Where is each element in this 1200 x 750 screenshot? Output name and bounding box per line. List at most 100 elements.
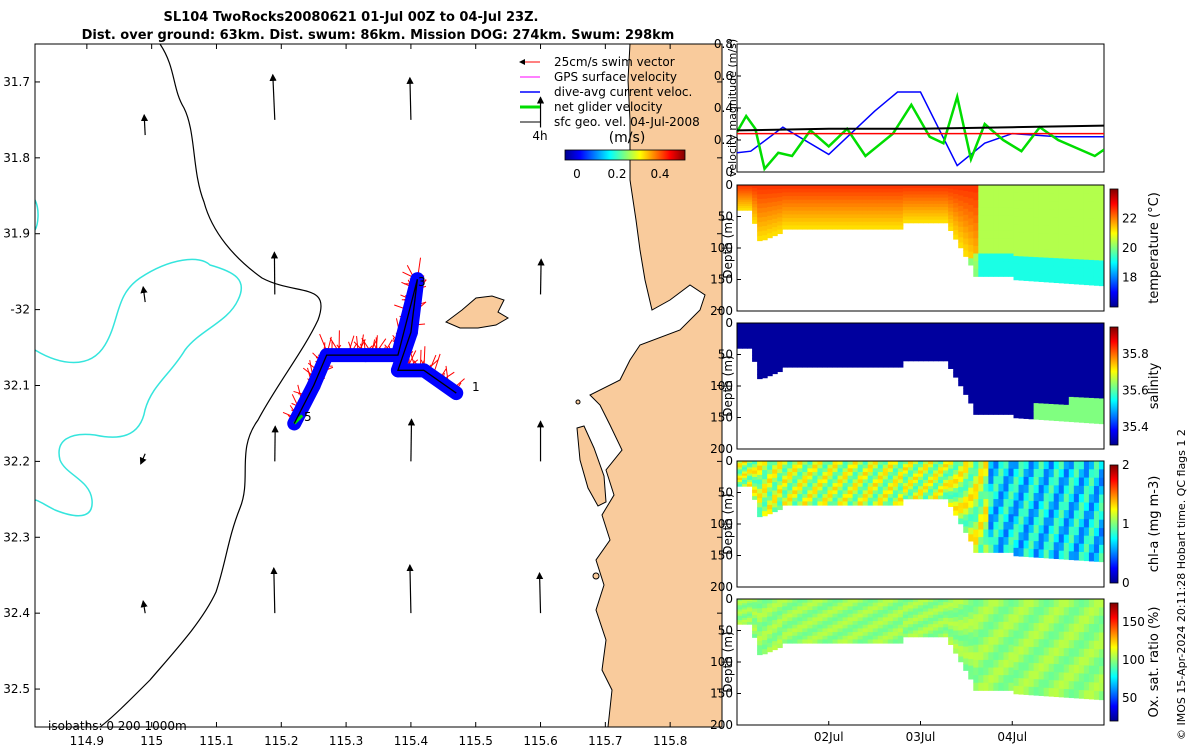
- profile-cell: [993, 544, 999, 553]
- profile-cell: [832, 203, 839, 208]
- profile-cell: [1033, 549, 1040, 558]
- profile-cell: [1073, 648, 1080, 658]
- profile-cell: [917, 470, 924, 475]
- profile-cell: [877, 330, 884, 335]
- profile-cell: [928, 332, 934, 337]
- profile-cell: [1043, 655, 1050, 665]
- profile-cell: [742, 327, 748, 330]
- profile-cell: [948, 357, 954, 362]
- profile-cell: [1083, 414, 1090, 424]
- profile-cell: [923, 357, 929, 362]
- profile-cell: [1053, 461, 1060, 470]
- profile-cell: [792, 475, 798, 480]
- profile-cell: [1068, 656, 1075, 666]
- profile-cell: [1078, 623, 1085, 633]
- profile-cell: [958, 476, 964, 483]
- profile-cell: [1058, 388, 1065, 397]
- profile-cell: [767, 629, 773, 635]
- profile-cell: [827, 624, 834, 629]
- profile-cell: [847, 464, 854, 469]
- profile-cell: [752, 358, 758, 362]
- profile-cell: [757, 626, 763, 632]
- profile-cell: [953, 336, 959, 342]
- profile-cell: [923, 470, 929, 475]
- profile-cell: [837, 225, 844, 230]
- profile-cell: [1088, 347, 1095, 357]
- profile-cell: [737, 208, 743, 211]
- profile-cell: [988, 514, 994, 523]
- profile-cell: [787, 494, 793, 499]
- profile-cell: [792, 356, 798, 361]
- profile-cell: [1098, 268, 1105, 278]
- profile-cell: [978, 268, 984, 277]
- profile-cell: [1088, 494, 1095, 504]
- profile-cell: [822, 617, 828, 622]
- profile-cell: [872, 348, 879, 353]
- profile-cell: [1048, 347, 1055, 356]
- profile-cell: [772, 323, 778, 328]
- profile-cell: [877, 221, 884, 226]
- profile-cell: [792, 207, 798, 212]
- profile-cell: [817, 497, 823, 502]
- profile-cell: [958, 226, 964, 233]
- profile-cell: [1088, 623, 1095, 633]
- profile-cell: [958, 211, 964, 217]
- profile-cell: [862, 221, 869, 226]
- profile-cell: [958, 200, 964, 207]
- profile-cell: [948, 203, 954, 209]
- profile-cell: [1038, 599, 1045, 608]
- profile-cell: [958, 380, 964, 387]
- profile-cell: [1073, 689, 1080, 699]
- profile-cell: [1003, 406, 1009, 415]
- profile-cell: [837, 628, 844, 633]
- profile-cell: [1018, 461, 1025, 470]
- profile-cell: [1083, 640, 1090, 650]
- profile-cell: [757, 226, 763, 232]
- profile-cell: [767, 642, 773, 648]
- profile-cell: [912, 210, 919, 214]
- profile-cell: [1028, 630, 1035, 640]
- profile-cell: [1078, 681, 1085, 691]
- profile-cell: [747, 341, 753, 345]
- profile-cell: [973, 376, 979, 385]
- profile-cell: [1098, 406, 1105, 416]
- profile-cell: [867, 199, 874, 204]
- profile-cell: [777, 359, 783, 364]
- profile-cell: [923, 602, 929, 606]
- profile-cell: [862, 218, 869, 223]
- profile-cell: [742, 467, 748, 470]
- profile-cell: [912, 348, 919, 352]
- profile-cell: [943, 326, 949, 330]
- profile-cell: [777, 217, 783, 222]
- profile-cell: [787, 501, 793, 506]
- profile-cell: [1038, 623, 1045, 632]
- profile-cell: [857, 486, 864, 491]
- profile-cell: [892, 214, 899, 219]
- profile-cell: [892, 639, 899, 644]
- profile-cell: [1068, 510, 1075, 519]
- profile-cell: [752, 185, 758, 189]
- profile-cell: [998, 330, 1004, 339]
- profile-cell: [938, 210, 944, 214]
- map-ytick-label: 31.8: [3, 151, 30, 165]
- profile-cell: [907, 203, 914, 208]
- profile-cell: [953, 644, 959, 650]
- profile-cell: [867, 225, 874, 230]
- profile-cell: [1008, 200, 1015, 209]
- profile-cell: [742, 341, 748, 345]
- land-island-2: [576, 425, 607, 507]
- profile-cell: [867, 599, 874, 604]
- profile-cell: [917, 599, 924, 603]
- profile-cell: [1013, 547, 1020, 557]
- profile-cell: [993, 223, 999, 232]
- profile-cell: [983, 544, 989, 553]
- profile-cell: [847, 610, 854, 615]
- profile-cell: [983, 468, 989, 477]
- profile-cell: [1028, 330, 1035, 340]
- profile-cell: [797, 348, 803, 353]
- profile-cell: [968, 625, 974, 633]
- profile-cell: [912, 194, 919, 199]
- profile-cell: [993, 368, 999, 377]
- profile-cell: [802, 483, 808, 488]
- profile-cell: [998, 491, 1004, 500]
